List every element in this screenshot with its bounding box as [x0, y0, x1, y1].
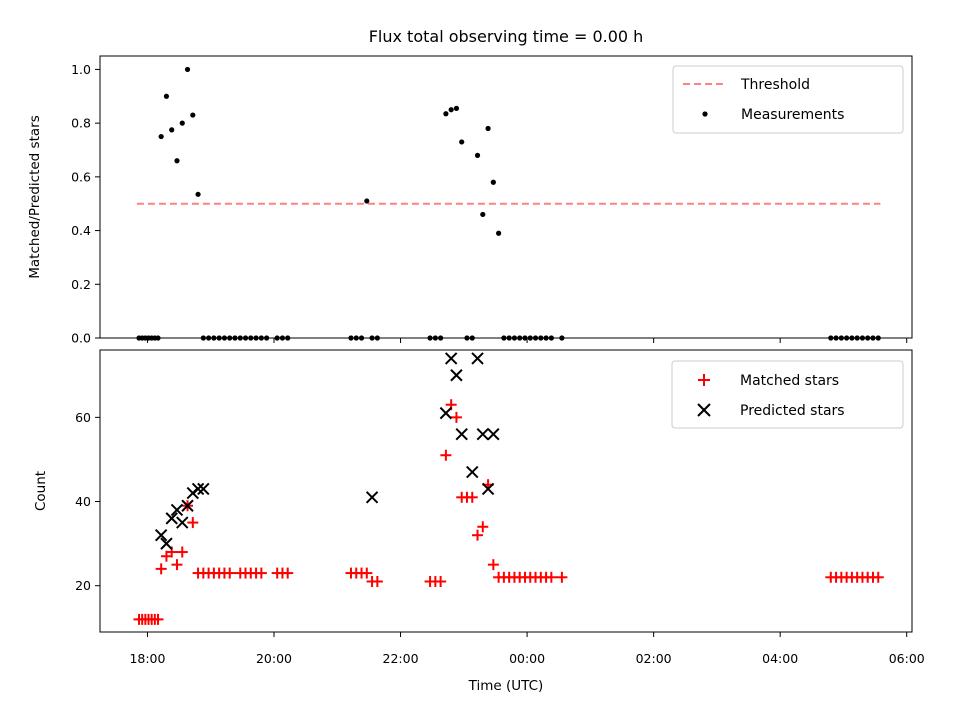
top-y-tick-label: 0.4 — [71, 223, 91, 238]
predicted-star-point — [165, 512, 178, 525]
top-y-tick-label: 0.6 — [71, 169, 91, 184]
matched-star-point — [472, 529, 484, 541]
matched-star-point — [487, 559, 499, 571]
matched-star-point — [187, 517, 199, 529]
top-y-tick-label: 0.0 — [71, 331, 91, 346]
matched-star-point — [440, 449, 452, 461]
x-tick-label: 02:00 — [636, 651, 672, 666]
matched-star-point — [224, 567, 236, 579]
chart-title: Flux total observing time = 0.00 h — [369, 27, 644, 46]
matched-star-point — [171, 559, 183, 571]
matched-star-point — [545, 571, 557, 583]
predicted-star-point — [450, 369, 463, 382]
top-legend-box — [672, 65, 904, 134]
matched-star-point — [361, 567, 373, 579]
matched-star-point — [466, 491, 478, 503]
matched-star-point — [556, 571, 568, 583]
matched-star-point — [152, 613, 164, 625]
predicted-star-point — [154, 528, 168, 542]
top-panel: 0.0 0.2 0.4 0.6 0.8 1.0 Matched/Predicted sta… — [27, 55, 913, 346]
matched-star-point — [435, 575, 447, 587]
predicted-star-point — [444, 352, 458, 365]
x-tick-label: 06:00 — [889, 651, 925, 666]
predicted-star-point — [181, 499, 194, 512]
measurement-point — [459, 139, 465, 145]
bottom-y-tick-label: 60 — [75, 410, 91, 425]
matched-star-point — [371, 575, 383, 587]
bottom-legend: Matched stars Predicted stars — [671, 360, 904, 429]
predicted-star-point — [191, 482, 205, 496]
x-tick-label: 20:00 — [256, 651, 292, 666]
measurement-point — [490, 179, 496, 185]
bottom-y-axis-label: Count — [33, 471, 49, 511]
top-y-tick-label: 1.0 — [71, 62, 91, 77]
legend-matched-label: Matched stars — [740, 373, 839, 389]
x-tick-label: 00:00 — [509, 651, 545, 666]
bottom-y-tick-label: 40 — [75, 494, 91, 509]
legend-measurements-marker — [702, 111, 708, 117]
measurement-point — [480, 211, 486, 218]
predicted-star-point — [487, 427, 500, 441]
predicted-star-point — [176, 516, 189, 529]
measurement-point — [174, 158, 180, 164]
legend-measurements-label: Measurements — [741, 107, 844, 123]
predicted-star-point — [439, 406, 453, 420]
measurement-point — [184, 66, 191, 73]
measurement-point — [474, 152, 481, 158]
top-y-axis-label: Matched/Predicted stars — [27, 115, 43, 278]
matched-star-point — [176, 546, 188, 558]
legend-predicted-label: Predicted stars — [740, 403, 845, 419]
predicted-star-point — [476, 427, 490, 441]
measurement-point — [443, 111, 449, 117]
measurement-point — [496, 230, 502, 236]
legend-predicted-marker — [697, 403, 711, 417]
predicted-star-point — [471, 352, 484, 365]
matched-star-point — [155, 563, 167, 575]
predicted-star-point — [160, 537, 173, 550]
bottom-y-tick-label: 20 — [75, 578, 91, 593]
x-tick-label: 18:00 — [129, 651, 165, 666]
legend-threshold-label: Threshold — [740, 77, 810, 93]
top-y-tick-label: 0.2 — [71, 277, 91, 292]
measurement-point — [158, 133, 164, 140]
x-axis-label: Time (UTC) — [468, 678, 544, 694]
top-axes-frame — [99, 55, 913, 339]
measurement-point — [169, 127, 175, 133]
predicted-star-point — [466, 465, 479, 479]
matched-star-point — [282, 567, 294, 579]
measurement-point — [195, 191, 201, 197]
predicted-star-point — [365, 491, 379, 504]
measurement-point — [364, 198, 370, 204]
legend-matched-marker — [698, 374, 710, 386]
bottom-axes-frame — [99, 349, 913, 633]
bottom-legend-box — [671, 360, 904, 429]
measurement-point — [163, 93, 170, 99]
measurement-point — [190, 112, 196, 118]
matched-star-point — [255, 567, 267, 579]
measurement-point — [453, 105, 460, 111]
predicted-star-point — [481, 482, 495, 496]
x-tick-label: 22:00 — [383, 651, 419, 666]
predicted-star-point — [170, 503, 184, 517]
matched-star-point — [872, 571, 884, 583]
measurement-point — [179, 120, 185, 126]
measurement-point — [485, 125, 491, 132]
measurement-point — [448, 107, 454, 113]
predicted-star-point — [197, 482, 210, 496]
x-tick-label: 04:00 — [762, 651, 798, 666]
matched-star-point — [477, 521, 489, 533]
predicted-star-point — [455, 427, 468, 441]
bottom-panel: 20 40 60 18:00 20:00 22:00 00:00 02:00 04:00 06:0… — [33, 349, 925, 694]
top-legend: Threshold Measurements — [672, 65, 904, 134]
matched-star-point — [450, 411, 462, 423]
top-y-tick-label: 0.8 — [71, 116, 91, 131]
